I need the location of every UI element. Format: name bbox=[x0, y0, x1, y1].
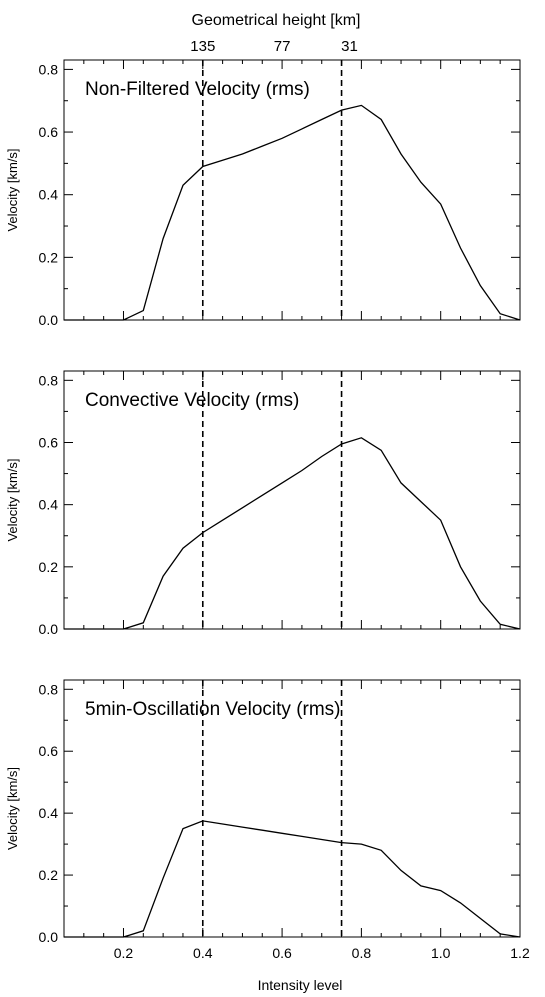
x-tick-label: 0.4 bbox=[193, 945, 213, 961]
plot-frame bbox=[63, 679, 521, 938]
x-tick-label: 0.8 bbox=[352, 945, 372, 961]
y-tick-label: 0.6 bbox=[39, 434, 59, 450]
top-tick-label: 77 bbox=[274, 38, 291, 55]
y-tick-label: 0.8 bbox=[39, 61, 59, 77]
y-axis-label: Velocity [km/s] bbox=[5, 148, 20, 231]
series-line bbox=[64, 437, 521, 630]
y-axis-label: Velocity [km/s] bbox=[5, 767, 20, 850]
panel-1: 0.0 0.2 0.4 0.6 0.8 Velocity [km/s] Non-Filter… bbox=[5, 59, 521, 328]
plot-frame bbox=[63, 59, 521, 321]
y-axis-label: Velocity [km/s] bbox=[5, 458, 20, 541]
y-tick-label: 0.2 bbox=[39, 559, 59, 575]
x-tick-label: 0.6 bbox=[272, 945, 292, 961]
panel-title: Non-Filtered Velocity (rms) bbox=[85, 79, 310, 100]
plot-frame bbox=[63, 370, 521, 630]
y-tick-label: 0.0 bbox=[39, 929, 59, 945]
series-line bbox=[64, 820, 521, 938]
top-tick-label: 135 bbox=[190, 38, 215, 55]
y-tick-label: 0.4 bbox=[39, 187, 59, 203]
y-tick-label: 0.6 bbox=[39, 743, 59, 759]
panel-3: 0.2 0.4 0.6 0.8 1.0 1.2 0.0 0.2 0.4 0.6 0.8 Velocit… bbox=[5, 679, 530, 961]
y-tick-label: 0.8 bbox=[39, 372, 59, 388]
panel-2: 0.0 0.2 0.4 0.6 0.8 Velocity [km/s] Convective… bbox=[5, 370, 521, 637]
panel-title: Convective Velocity (rms) bbox=[85, 390, 299, 411]
y-tick-label: 0.0 bbox=[39, 312, 59, 328]
x-tick-label: 1.2 bbox=[510, 945, 530, 961]
x-axis-label: Intensity level bbox=[258, 977, 343, 993]
y-tick-label: 0.2 bbox=[39, 867, 59, 883]
top-tick-label: 31 bbox=[341, 38, 358, 55]
y-tick-label: 0.8 bbox=[39, 681, 59, 697]
y-tick-label: 0.0 bbox=[39, 621, 59, 637]
panel-title: 5min-Oscillation Velocity (rms) bbox=[85, 699, 341, 720]
top-axis-title: Geometrical height [km] bbox=[192, 12, 361, 29]
y-tick-label: 0.6 bbox=[39, 124, 59, 140]
panels: 0.0 0.2 0.4 0.6 0.8 Velocity [km/s] Non-Filter… bbox=[5, 59, 530, 961]
x-tick-label: 1.0 bbox=[431, 945, 451, 961]
y-tick-label: 0.2 bbox=[39, 249, 59, 265]
series-line bbox=[64, 104, 521, 321]
y-tick-label: 0.4 bbox=[39, 805, 59, 821]
y-tick-label: 0.4 bbox=[39, 497, 59, 513]
x-tick-label: 0.2 bbox=[114, 945, 134, 961]
top-axis: 135 77 31 bbox=[190, 38, 358, 55]
